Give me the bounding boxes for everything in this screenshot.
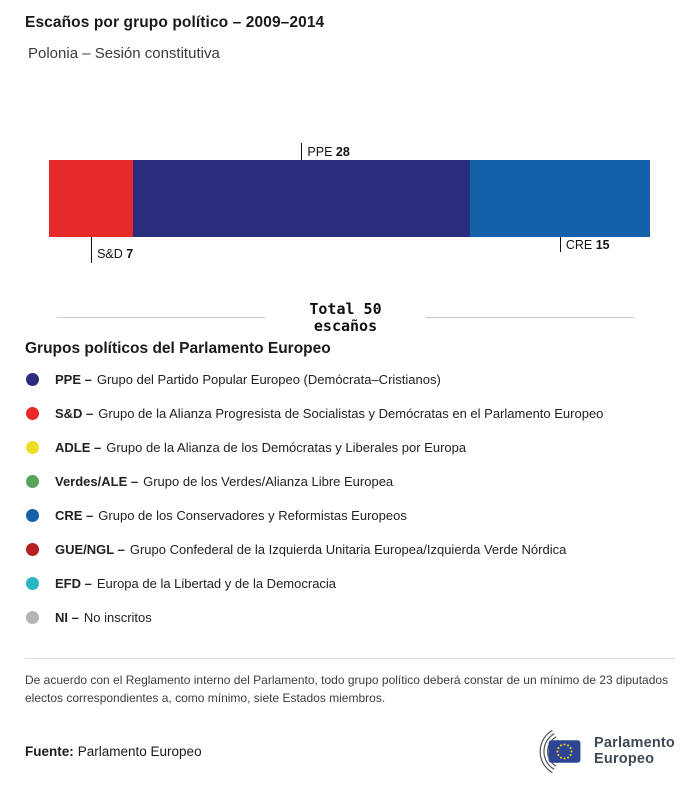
legend-desc: Grupo del Partido Popular Europeo (Demóc… bbox=[96, 371, 441, 387]
legend-abbr: NI – bbox=[55, 609, 79, 625]
page-title: Escaños por grupo político – 2009–2014 bbox=[25, 14, 325, 31]
total-line2: escaños bbox=[313, 316, 378, 335]
legend-dot-verdes-ale bbox=[26, 474, 39, 488]
footer: Fuente: Parlamento Europeo bbox=[25, 729, 675, 774]
legend-item-cre: CRE – Grupo de los Conservadores y Reform… bbox=[25, 498, 675, 532]
legend-abbr: Verdes/ALE – bbox=[55, 473, 139, 489]
logo-text-line1: Parlamento bbox=[594, 735, 675, 751]
label-tick bbox=[559, 237, 561, 252]
legend-abbr: GUE/NGL – bbox=[55, 541, 125, 557]
legend-item-ni: NI – No inscritos bbox=[25, 600, 675, 634]
total-seats-row: Total 50 escaños bbox=[57, 301, 634, 334]
footnote-divider bbox=[25, 658, 675, 659]
legend-item-s-d: S&D – Grupo de la Alianza Progresista de … bbox=[25, 396, 675, 430]
legend-desc: No inscritos bbox=[83, 609, 152, 625]
bar-label-ppe: PPE 28 bbox=[301, 143, 350, 160]
legend-list: PPE – Grupo del Partido Popular Europeo (… bbox=[25, 362, 675, 634]
legend-abbr: CRE – bbox=[55, 507, 94, 523]
legend-abbr: EFD – bbox=[55, 575, 92, 591]
logo-text: Parlamento Europeo bbox=[594, 735, 675, 767]
bar-segment-ppe bbox=[133, 160, 470, 237]
legend-dot-cre bbox=[26, 508, 39, 522]
footnote: De acuerdo con el Reglamento interno del… bbox=[25, 673, 669, 705]
legend-desc: Grupo Confederal de la Izquierda Unitari… bbox=[129, 541, 567, 557]
label-tick bbox=[91, 237, 93, 263]
legend-dot-ppe bbox=[26, 372, 39, 386]
legend-dot-efd bbox=[26, 576, 39, 590]
seat-bar bbox=[49, 160, 650, 237]
source-label: Fuente: bbox=[25, 744, 74, 759]
parlamento-europeo-logo: Parlamento Europeo bbox=[527, 729, 675, 774]
total-seats-label: Total 50 escaños bbox=[309, 301, 381, 334]
legend-item-efd: EFD – Europa de la Libertad y de la Democ… bbox=[25, 566, 675, 600]
legend-abbr: ADLE – bbox=[55, 439, 102, 455]
legend-dot-adle bbox=[26, 440, 39, 454]
legend-heading: Grupos políticos del Parlamento Europeo bbox=[25, 340, 331, 357]
label-text: CRE 15 bbox=[565, 237, 610, 252]
legend-abbr: S&D – bbox=[55, 405, 94, 421]
label-text: S&D 7 bbox=[97, 247, 134, 261]
bar-wrap: S&D 7 PPE 28 CRE 15 bbox=[49, 143, 650, 263]
legend-item-adle: ADLE – Grupo de la Alianza de los Demócra… bbox=[25, 430, 675, 464]
legend-abbr: PPE – bbox=[55, 371, 92, 387]
hemicycle-eu-flag-icon bbox=[539, 729, 581, 774]
bar-segment-cre bbox=[469, 160, 650, 237]
bar-segment-s-d bbox=[49, 160, 134, 237]
divider-left bbox=[57, 317, 266, 318]
legend-dot-s-d bbox=[26, 406, 39, 420]
divider-right bbox=[425, 317, 634, 318]
legend-item-ppe: PPE – Grupo del Partido Popular Europeo (… bbox=[25, 362, 675, 396]
legend-desc: Grupo de la Alianza de los Demócratas y … bbox=[106, 439, 467, 455]
page-subtitle: Polonia – Sesión constitutiva bbox=[28, 45, 220, 62]
legend-desc: Grupo de los Conservadores y Reformistas… bbox=[98, 507, 407, 523]
logo-text-line2: Europeo bbox=[594, 750, 655, 767]
label-tick bbox=[301, 143, 303, 160]
bar-label-s-d: S&D 7 bbox=[91, 237, 133, 263]
source: Fuente: Parlamento Europeo bbox=[25, 744, 202, 759]
legend-desc: Grupo de la Alianza Progresista de Socia… bbox=[98, 405, 604, 421]
legend-dot-ni bbox=[26, 610, 39, 624]
source-value: Parlamento Europeo bbox=[77, 744, 202, 759]
legend-desc: Grupo de los Verdes/Alianza Libre Europe… bbox=[143, 473, 394, 489]
bar-label-cre: CRE 15 bbox=[559, 237, 610, 252]
total-line1: Total 50 bbox=[309, 300, 382, 318]
legend-dot-gue-ngl bbox=[26, 542, 39, 556]
label-text: PPE 28 bbox=[307, 144, 350, 159]
legend-desc: Europa de la Libertad y de la Democracia bbox=[96, 575, 337, 591]
legend-item-gue-ngl: GUE/NGL – Grupo Confederal de la Izquierd… bbox=[25, 532, 675, 566]
eu-flag-icon bbox=[548, 740, 581, 763]
legend-item-verdes-ale: Verdes/ALE – Grupo de los Verdes/Alianza … bbox=[25, 464, 675, 498]
